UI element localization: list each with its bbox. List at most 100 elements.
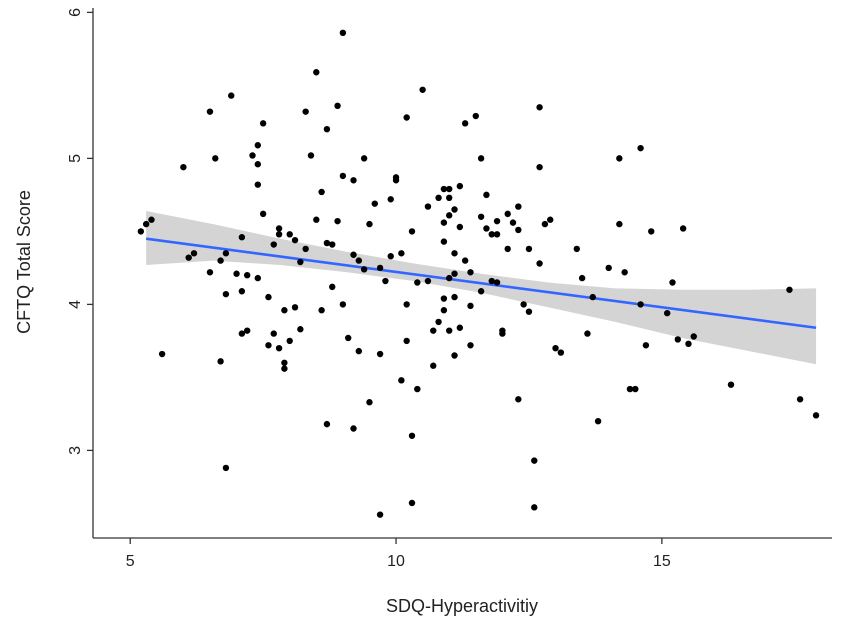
data-point bbox=[541, 220, 549, 228]
data-point bbox=[477, 213, 485, 220]
data-point bbox=[430, 362, 437, 369]
data-point bbox=[259, 120, 267, 127]
data-point bbox=[488, 277, 495, 285]
data-point bbox=[796, 396, 804, 403]
data-point bbox=[414, 385, 421, 393]
data-point bbox=[291, 236, 299, 244]
data-point bbox=[536, 260, 543, 267]
regression-line bbox=[145, 237, 817, 330]
data-point bbox=[552, 344, 559, 352]
data-point bbox=[270, 330, 277, 337]
data-point bbox=[536, 163, 543, 171]
data-point bbox=[387, 196, 394, 203]
data-point bbox=[440, 307, 448, 314]
data-point bbox=[371, 200, 378, 207]
data-point bbox=[387, 253, 394, 260]
data-point bbox=[509, 219, 517, 226]
data-point bbox=[483, 225, 490, 232]
data-point bbox=[520, 301, 527, 308]
data-point bbox=[424, 203, 432, 210]
data-point bbox=[632, 385, 639, 393]
data-point bbox=[637, 144, 644, 152]
data-point bbox=[302, 108, 309, 115]
data-point bbox=[334, 102, 341, 110]
y-axis-title: CFTQ Total Score bbox=[14, 190, 34, 334]
data-point bbox=[461, 257, 469, 264]
data-point bbox=[265, 293, 272, 301]
data-point bbox=[355, 257, 363, 264]
data-point bbox=[323, 420, 331, 428]
data-point bbox=[446, 212, 453, 219]
data-point bbox=[217, 257, 224, 264]
y-tick-label: 3 bbox=[67, 446, 84, 455]
data-point bbox=[281, 307, 288, 314]
data-point bbox=[435, 318, 442, 326]
data-point bbox=[430, 327, 437, 334]
data-point bbox=[185, 254, 192, 261]
data-point bbox=[637, 301, 644, 308]
data-point bbox=[350, 177, 357, 184]
data-point bbox=[297, 326, 304, 333]
x-axis-title: SDQ-Hyperactivitiy bbox=[386, 596, 538, 616]
data-point bbox=[243, 271, 251, 279]
data-point bbox=[446, 327, 453, 334]
data-point bbox=[472, 112, 479, 120]
data-point bbox=[440, 295, 448, 302]
data-point bbox=[158, 350, 166, 358]
data-point bbox=[812, 412, 820, 419]
data-point bbox=[398, 377, 405, 384]
data-point bbox=[440, 238, 448, 245]
data-point bbox=[334, 217, 341, 225]
data-point bbox=[493, 279, 501, 286]
data-point bbox=[642, 342, 650, 349]
data-point bbox=[238, 288, 246, 295]
data-point bbox=[217, 358, 224, 365]
data-point bbox=[344, 334, 352, 342]
data-point bbox=[206, 269, 214, 276]
data-point bbox=[578, 274, 586, 282]
regression-line-group bbox=[145, 237, 817, 330]
data-point bbox=[180, 163, 187, 171]
data-point bbox=[212, 155, 219, 162]
data-point bbox=[137, 228, 145, 235]
x-tick-label: 10 bbox=[387, 553, 405, 570]
y-tick-label: 6 bbox=[67, 8, 84, 17]
data-point bbox=[679, 225, 687, 232]
data-point bbox=[483, 191, 490, 199]
data-point bbox=[456, 182, 464, 190]
data-point bbox=[265, 342, 272, 349]
data-point bbox=[376, 511, 384, 518]
data-point bbox=[493, 217, 501, 225]
data-point bbox=[403, 337, 410, 345]
data-point bbox=[408, 228, 416, 235]
data-point bbox=[329, 241, 336, 248]
y-tick-label: 5 bbox=[67, 154, 84, 163]
data-point bbox=[206, 108, 214, 115]
axes bbox=[92, 8, 832, 539]
data-point bbox=[302, 245, 309, 253]
data-point bbox=[238, 234, 246, 241]
data-point bbox=[408, 432, 416, 439]
data-point bbox=[318, 307, 325, 314]
data-point bbox=[547, 216, 554, 223]
data-point bbox=[323, 239, 331, 247]
data-point bbox=[419, 86, 426, 93]
data-point bbox=[557, 349, 565, 356]
data-point bbox=[190, 250, 198, 257]
confidence-band bbox=[146, 210, 817, 365]
data-point bbox=[222, 290, 230, 298]
data-point bbox=[403, 301, 410, 308]
data-point bbox=[339, 301, 347, 308]
data-point bbox=[685, 340, 692, 348]
data-point bbox=[456, 324, 464, 331]
data-point bbox=[663, 309, 671, 317]
x-tick-label: 5 bbox=[126, 553, 135, 570]
data-point bbox=[286, 231, 293, 238]
data-point bbox=[525, 245, 533, 253]
data-point bbox=[142, 220, 150, 228]
data-point bbox=[233, 270, 240, 277]
data-point bbox=[350, 251, 357, 258]
x-axis-ticks: 5 10 15 bbox=[126, 538, 671, 570]
data-point bbox=[446, 185, 453, 193]
data-point bbox=[254, 181, 262, 188]
